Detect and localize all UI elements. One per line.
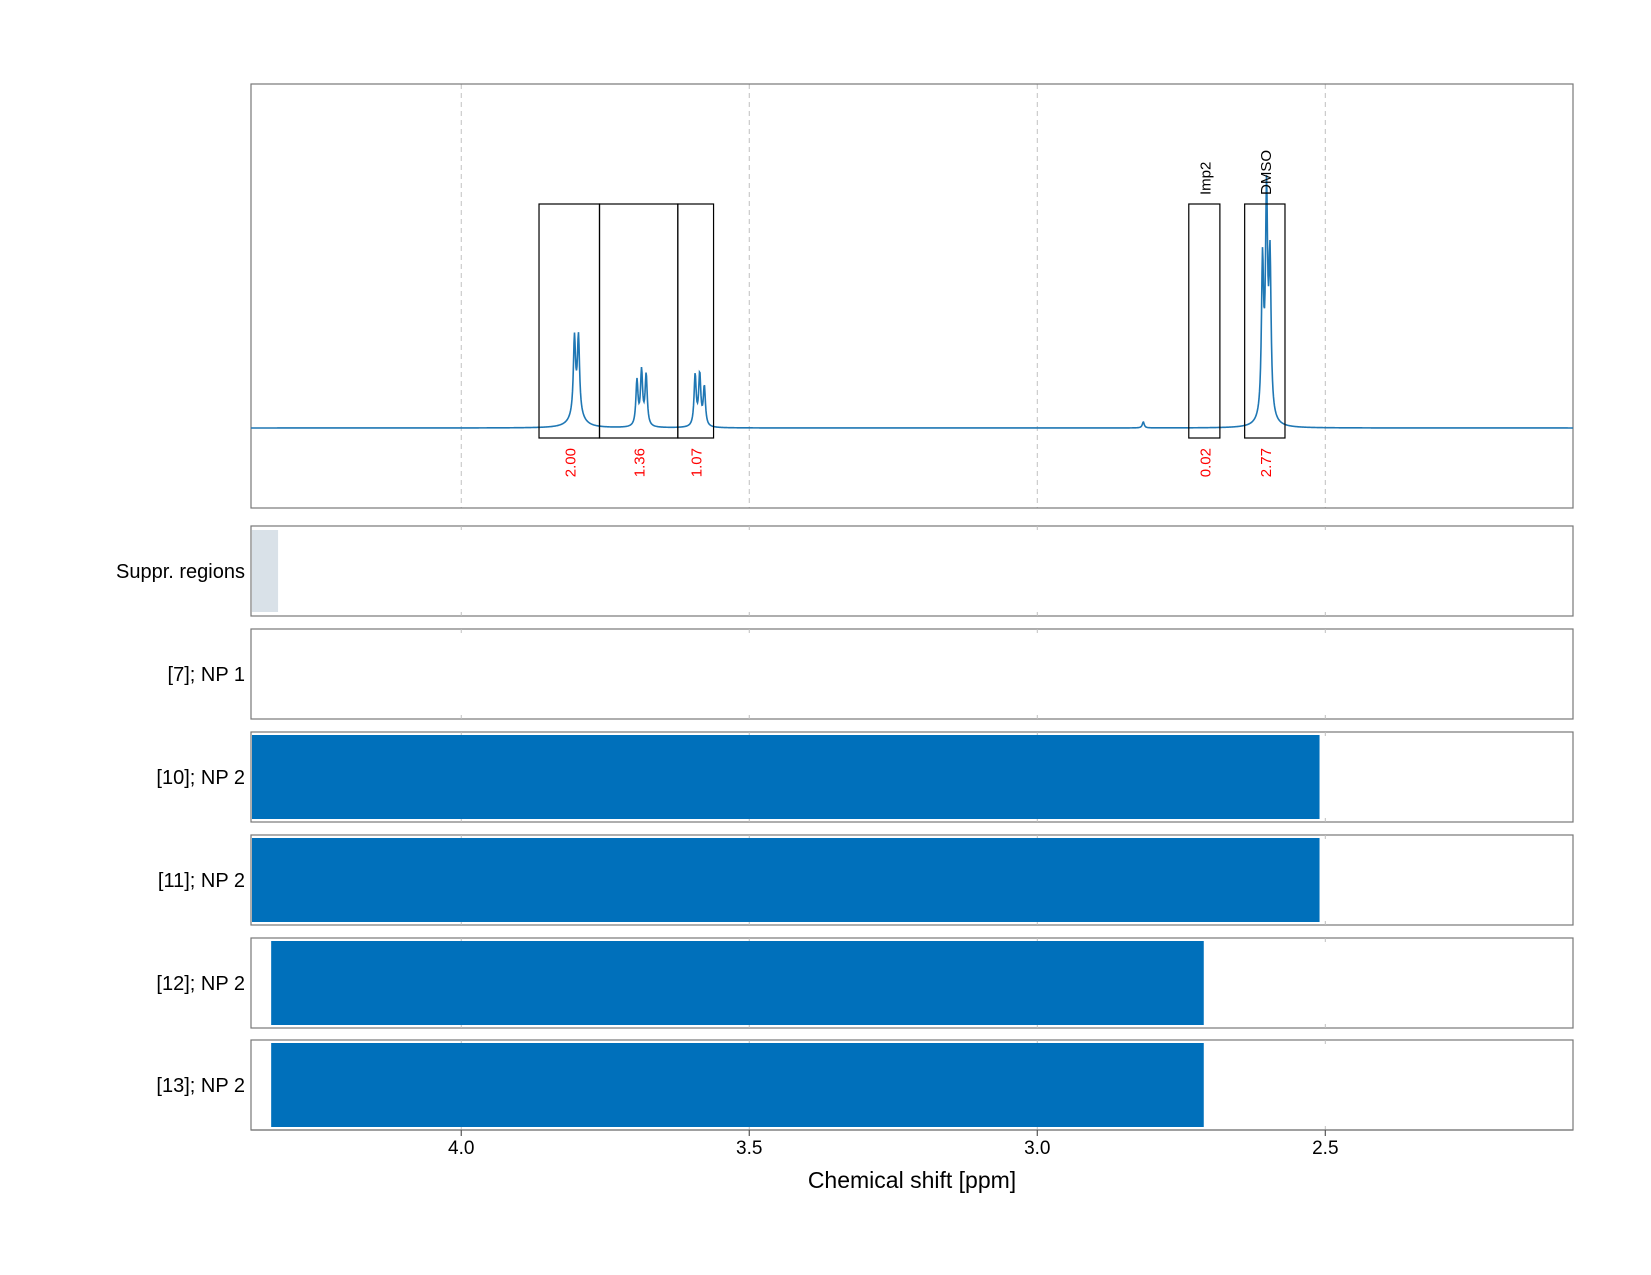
track-label-5: [13]; NP 2 bbox=[156, 1075, 245, 1097]
track-panel-1 bbox=[250, 628, 1574, 720]
integration-box-0 bbox=[538, 203, 601, 439]
integral-value-1: 1.36 bbox=[632, 448, 649, 477]
region-label-3: Imp2 bbox=[1197, 162, 1214, 195]
integral-value-3: 0.02 bbox=[1197, 448, 1214, 477]
integral-value-4: 2.77 bbox=[1258, 448, 1275, 477]
suppressed-region-bar-0 bbox=[252, 530, 279, 612]
spectrum-layer bbox=[251, 175, 1573, 429]
region-label-4: DMSO bbox=[1258, 150, 1275, 195]
x-tick-label-0: 4.0 bbox=[448, 1138, 474, 1159]
integration-box-3 bbox=[1188, 203, 1221, 439]
integration-regions: 2.00 1.36 1.07 0.02 Imp2 2.77 DMSO bbox=[538, 150, 1286, 477]
track-label-1: [7]; NP 1 bbox=[168, 664, 245, 686]
track-label-4: [12]; NP 2 bbox=[156, 973, 245, 995]
spectrum-line bbox=[251, 175, 1573, 429]
track-label-0: Suppr. regions bbox=[116, 561, 245, 583]
integration-box-4 bbox=[1244, 203, 1286, 439]
tracks: Suppr. regions [7]; NP 1 [10]; NP 2 [11]; N… bbox=[116, 525, 1574, 1131]
x-tick-label-2: 3.0 bbox=[1024, 1138, 1050, 1159]
track-label-2: [10]; NP 2 bbox=[156, 767, 245, 789]
track-panel-0 bbox=[250, 525, 1574, 617]
assignment-bar-3 bbox=[252, 838, 1320, 922]
integration-box-2 bbox=[677, 203, 715, 439]
x-tick-label-3: 2.5 bbox=[1312, 1138, 1338, 1159]
assignment-bar-4 bbox=[271, 941, 1204, 1025]
track-label-3: [11]; NP 2 bbox=[158, 870, 245, 892]
spectrum-panel bbox=[250, 83, 1574, 509]
integral-value-0: 2.00 bbox=[562, 448, 579, 477]
integral-value-2: 1.07 bbox=[689, 448, 706, 477]
assignment-bar-5 bbox=[271, 1043, 1204, 1127]
grid-lines bbox=[460, 84, 1326, 508]
assignment-bar-2 bbox=[252, 735, 1320, 819]
x-tick-label-1: 3.5 bbox=[736, 1138, 762, 1159]
x-axis-label: Chemical shift [ppm] bbox=[808, 1167, 1016, 1193]
x-axis: 4.0 3.5 3.0 2.5 bbox=[251, 1129, 1573, 1159]
